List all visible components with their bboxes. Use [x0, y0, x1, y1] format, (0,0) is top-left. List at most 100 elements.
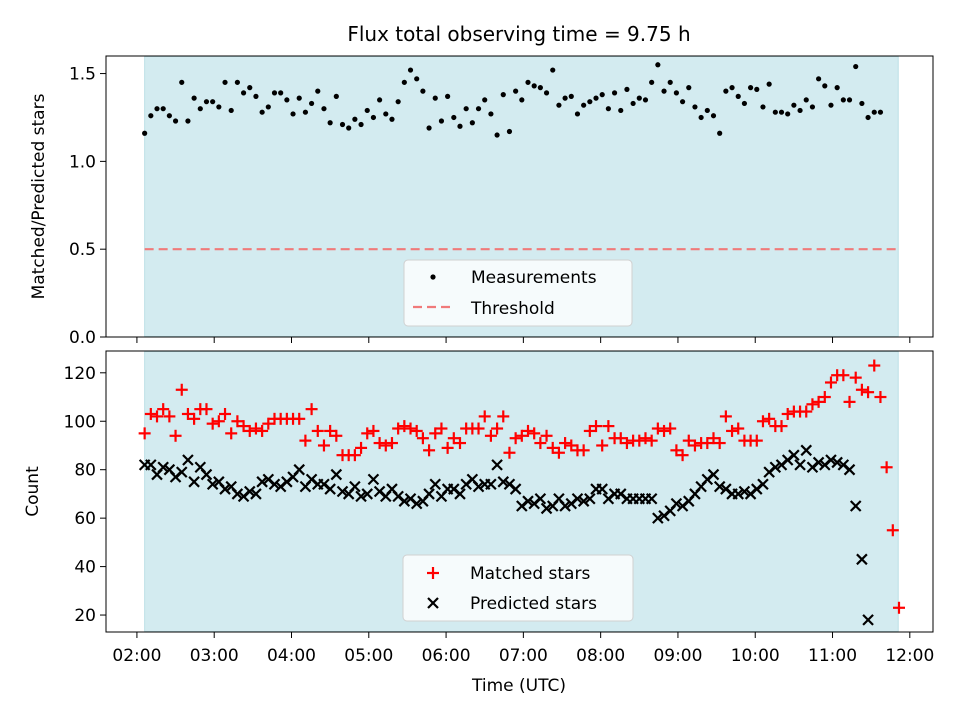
measurement-point: [834, 85, 840, 91]
matched-star-point: [311, 424, 324, 437]
matched-star-point: [441, 441, 454, 454]
measurement-point: [271, 90, 278, 96]
measurement-point: [877, 109, 884, 115]
measurement-point: [327, 120, 333, 126]
matched-star-point: [219, 407, 232, 420]
predicted-star-point: [200, 468, 213, 481]
measurement-point: [785, 111, 791, 117]
predicted-star-point: [584, 492, 596, 505]
predicted-star-point: [324, 483, 336, 495]
measurement-point: [457, 123, 463, 129]
predicted-star-point: [522, 495, 534, 507]
y-tick-label: 0.0: [69, 328, 96, 348]
matched-star-point: [528, 427, 541, 440]
measurement-point: [649, 79, 655, 85]
chart-title: Flux total observing time = 9.75 h: [347, 22, 690, 46]
measurement-point: [451, 114, 457, 121]
ratio-y-label: Matched/Predicted stars: [29, 93, 49, 299]
predicted-star-point: [645, 492, 658, 505]
measurement-point: [611, 90, 618, 96]
matched-star-point: [491, 422, 504, 435]
y-tick-label: 1.5: [69, 65, 96, 85]
measurement-point: [302, 109, 309, 115]
measurement-point: [519, 97, 525, 103]
matched-star-point: [225, 427, 238, 440]
y-tick-label: 1.0: [69, 152, 96, 172]
matched-star-point: [596, 439, 609, 452]
predicted-star-point: [398, 495, 411, 507]
measurement-point: [531, 83, 537, 89]
measurement-point: [216, 104, 222, 110]
matched-star-point: [664, 422, 677, 435]
matched-star-point: [478, 410, 491, 423]
measurement-point: [358, 121, 364, 128]
matched-star-point: [515, 429, 528, 442]
measurement-point: [581, 102, 587, 108]
matched-star-point: [299, 434, 312, 447]
matched-star-point: [602, 420, 615, 433]
matched-star-point: [880, 461, 893, 474]
y-tick-label: 20: [74, 606, 96, 626]
matched-star-point: [868, 359, 881, 372]
measurement-point: [747, 85, 754, 91]
measurement-point: [772, 109, 778, 115]
matched-star-point: [305, 403, 318, 416]
measurement-point: [710, 113, 717, 119]
matched-star-point: [688, 439, 701, 452]
matched-star-point: [181, 407, 194, 420]
matched-star-point: [373, 437, 386, 450]
matched-star-point: [157, 403, 170, 416]
matched-star-point: [206, 417, 219, 430]
counts-legend-box: [402, 554, 634, 622]
matched-star-point: [392, 422, 405, 435]
predicted-star-point: [349, 480, 361, 493]
measurement-point: [172, 118, 179, 124]
predicted-star-point: [812, 456, 825, 469]
predicted-star-point: [175, 466, 188, 478]
predicted-star-point: [491, 459, 503, 471]
measurement-point: [420, 88, 426, 94]
predicted-star-point: [336, 485, 349, 498]
predicted-star-point: [571, 492, 584, 505]
x-tick-label: 05:00: [344, 646, 393, 666]
predicted-star-point: [794, 459, 806, 471]
predicted-star-point: [534, 492, 547, 505]
matched-star-point: [330, 429, 343, 442]
matched-star-point: [763, 412, 776, 425]
measurement-point: [692, 104, 698, 110]
matched-star-point: [435, 422, 448, 435]
predicted-star-point: [268, 478, 281, 491]
measurement-point: [766, 81, 772, 87]
matched-star-point: [484, 429, 497, 442]
measurement-point: [840, 97, 846, 103]
predicted-star-point: [757, 478, 769, 491]
measurement-point: [494, 132, 500, 138]
predicted-star-point: [256, 476, 268, 488]
x-tick-label: 02:00: [112, 646, 161, 666]
x-tick-label: 11:00: [808, 646, 857, 666]
matched-star-point: [806, 398, 819, 411]
measurement-point: [723, 88, 729, 94]
measurement-point: [853, 63, 859, 70]
measurement-point: [463, 106, 469, 112]
predicted-star-point: [849, 500, 862, 512]
predicted-star-point: [219, 483, 231, 495]
predicted-star-point: [145, 459, 157, 471]
predicted-star-point: [509, 483, 522, 495]
measurement-point: [816, 76, 822, 82]
measurement-point: [253, 93, 259, 99]
measurement-point: [234, 79, 240, 85]
matched-star-point: [892, 601, 905, 614]
matched-stars-series: [138, 359, 905, 614]
matched-star-point: [361, 427, 374, 440]
measurement-point: [401, 79, 407, 85]
predicted-star-point: [497, 476, 510, 488]
matched-star-point: [509, 432, 522, 445]
measurement-point: [846, 97, 853, 103]
y-tick-label: 80: [74, 461, 96, 481]
predicted-star-point: [330, 468, 343, 481]
predicted-star-point: [157, 461, 169, 474]
y-tick-label: 60: [74, 509, 96, 529]
predicted-star-point: [243, 485, 256, 498]
